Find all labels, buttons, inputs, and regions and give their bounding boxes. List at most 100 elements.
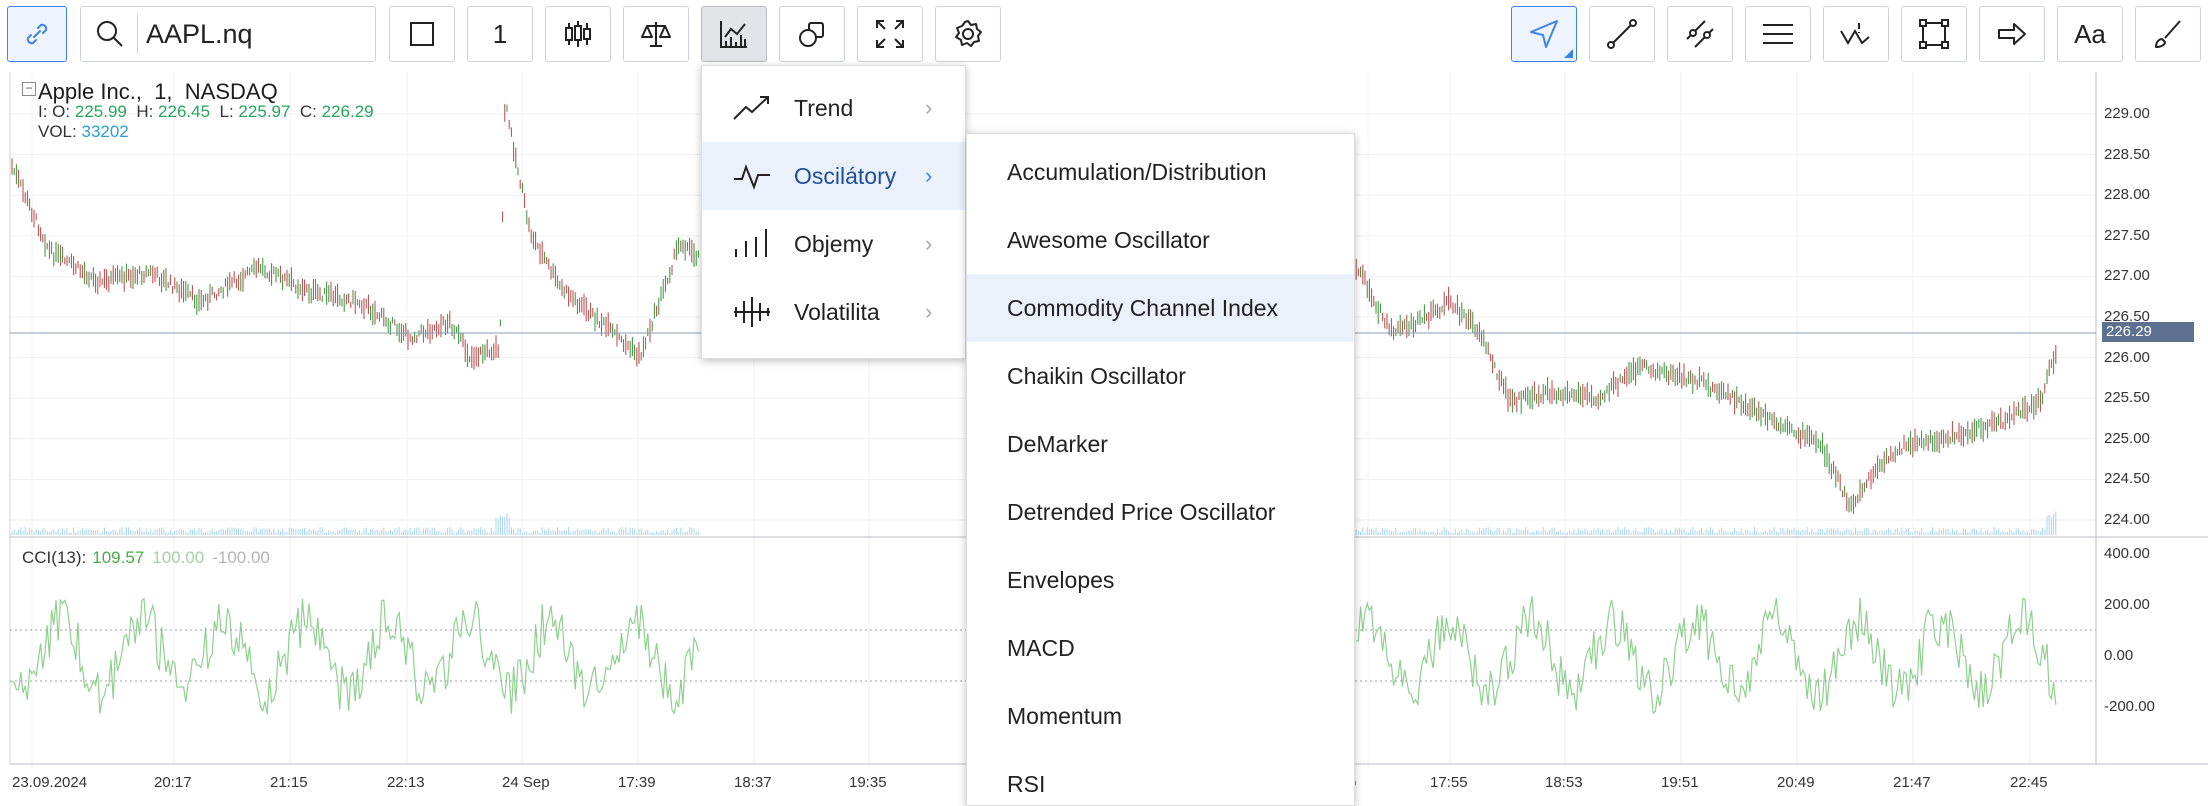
- legend-exchange: NASDAQ: [184, 79, 278, 104]
- cci-value: 109.57: [92, 548, 145, 567]
- shapes-button[interactable]: [779, 6, 845, 62]
- last-price-label: 226.29: [2102, 322, 2194, 342]
- menu-item-awesome-oscillator[interactable]: Awesome Oscillator: [1007, 226, 1210, 253]
- pattern-tool-button[interactable]: [1823, 6, 1889, 62]
- time-tick-label: 20:49: [1777, 774, 1815, 791]
- legend-interval: 1,: [154, 79, 173, 104]
- legend-title: Apple Inc., 1, NASDAQ: [38, 79, 374, 104]
- search-separator: [137, 14, 138, 54]
- price-tick-label: 227.50: [2104, 226, 2150, 244]
- time-tick-label: 17:39: [618, 774, 656, 791]
- close-value: 226.29: [321, 102, 374, 121]
- menu-item-oscillators[interactable]: Oscilátory ›: [702, 142, 965, 210]
- price-tick-label: 227.00: [2104, 267, 2150, 285]
- price-tick-label: 226.00: [2104, 348, 2150, 366]
- time-tick-label: 19:51: [1661, 774, 1699, 791]
- link-button[interactable]: [7, 6, 67, 62]
- chevron-right-icon: ›: [925, 299, 933, 324]
- volume-value: 33202: [81, 122, 129, 141]
- price-tick-label: 224.50: [2104, 470, 2150, 488]
- rectangle-icon: [1919, 19, 1949, 49]
- price-candles: [11, 103, 2057, 514]
- price-tick-label: 224.00: [2104, 511, 2150, 528]
- close-label: C:: [299, 102, 317, 121]
- menu-item-chaikin-oscillator[interactable]: Chaikin Oscillator: [1007, 362, 1186, 389]
- channel-tool-button[interactable]: [1667, 6, 1733, 62]
- open-label: I: O:: [38, 102, 71, 121]
- cursor-tool-button[interactable]: [1511, 6, 1577, 62]
- menu-item-label: Objemy: [794, 230, 874, 257]
- cci-upper-level: 100.00: [152, 548, 205, 567]
- arrow-tool-button[interactable]: [1979, 6, 2045, 62]
- rectangle-tool-button[interactable]: [1901, 6, 1967, 62]
- time-tick-label: 23.09.2024: [12, 774, 88, 791]
- interval-button[interactable]: 1: [467, 6, 533, 62]
- cci-series-line: [1356, 596, 2057, 715]
- toolbar: 1 Aa: [0, 0, 2208, 67]
- menu-item-trend[interactable]: Trend ›: [702, 74, 965, 142]
- volume-label: VOL:: [38, 122, 77, 141]
- cci-label: CCI(13):: [22, 548, 87, 567]
- time-tick-label: 21:47: [1893, 774, 1931, 791]
- settings-button[interactable]: [935, 6, 1001, 62]
- menu-item-detrended-price-oscillator[interactable]: Detrended Price Oscillator: [1007, 498, 1276, 525]
- price-tick-label: 225.00: [2104, 429, 2150, 447]
- text-tool-label: Aa: [2074, 18, 2106, 49]
- cci-tick-label: 400.00: [2104, 545, 2150, 562]
- trendline-tool-button[interactable]: [1589, 6, 1655, 62]
- volume-line: VOL: 33202: [38, 122, 374, 142]
- price-legend: Apple Inc., 1, NASDAQ I: O: 225.99 H: 22…: [38, 79, 374, 142]
- time-tick-label: 20:17: [154, 774, 192, 791]
- brush-icon: [2155, 20, 2181, 48]
- high-value: 226.45: [158, 102, 211, 121]
- cci-line: [11, 596, 2057, 715]
- parallel-lines-icon: [1686, 20, 1714, 48]
- ohlc-line: I: O: 225.99 H: 226.45 L: 225.97 C: 226.…: [38, 102, 374, 122]
- collapse-legend-button[interactable]: −: [22, 82, 36, 96]
- link-icon: [26, 23, 48, 45]
- cci-series-line: [11, 597, 699, 715]
- expand-icon: [876, 20, 904, 48]
- shapes-icon: [799, 22, 824, 47]
- menu-item-label: Trend: [794, 94, 854, 121]
- menu-item-label: Oscilátory: [794, 162, 897, 189]
- menu-item-commodity-channel-index[interactable]: Commodity Channel Index: [967, 274, 1354, 342]
- menu-item-envelopes[interactable]: Envelopes: [1007, 566, 1115, 593]
- cci-tick-label: 0.00: [2104, 647, 2134, 664]
- low-value: 225.97: [238, 102, 291, 121]
- chevron-right-icon: ›: [925, 231, 933, 256]
- menu-item-volumes[interactable]: Objemy ›: [702, 210, 965, 278]
- cci-tick-label: 200.00: [2104, 596, 2150, 613]
- price-tick-label: 225.50: [2104, 389, 2150, 407]
- menu-item-accumulation-distribution[interactable]: Accumulation/Distribution: [1007, 158, 1267, 185]
- time-tick-label: 24 Sep: [502, 774, 550, 791]
- menu-item-label: Volatilita: [794, 298, 880, 325]
- price-tick-label: 226.50: [2104, 308, 2150, 325]
- symbol-search[interactable]: [80, 6, 376, 62]
- time-tick-label: 22:13: [387, 774, 425, 791]
- indicators-button[interactable]: [701, 6, 767, 62]
- symbol-input[interactable]: [146, 18, 366, 50]
- volume-bars-icon: [735, 229, 767, 257]
- horizontal-lines-icon: [1763, 24, 1793, 44]
- time-tick-label: 17:55: [1430, 774, 1468, 791]
- menu-item-momentum[interactable]: Momentum: [1007, 702, 1123, 729]
- menu-item-volatility[interactable]: Volatilita ›: [702, 278, 965, 346]
- menu-item-macd[interactable]: MACD: [1007, 634, 1075, 661]
- time-tick-label: 21:15: [270, 774, 308, 791]
- price-tick-label: 228.50: [2104, 145, 2150, 163]
- price-tick-label: 228.00: [2104, 186, 2150, 204]
- compare-button[interactable]: [623, 6, 689, 62]
- open-value: 225.99: [74, 102, 127, 121]
- chart-type-button[interactable]: [545, 6, 611, 62]
- instrument-name: Apple Inc.,: [38, 79, 142, 104]
- fullscreen-button[interactable]: [857, 6, 923, 62]
- horizontal-lines-tool-button[interactable]: [1745, 6, 1811, 62]
- brush-tool-button[interactable]: [2135, 6, 2201, 62]
- text-tool-button[interactable]: Aa: [2057, 6, 2123, 62]
- chart-area-button[interactable]: [389, 6, 455, 62]
- menu-item-demarker[interactable]: DeMarker: [1007, 430, 1108, 457]
- cci-legend: CCI(13): 109.57 100.00 -100.00: [22, 548, 270, 568]
- menu-item-rsi[interactable]: RSI: [1007, 770, 1046, 797]
- trend-icon: [733, 96, 769, 120]
